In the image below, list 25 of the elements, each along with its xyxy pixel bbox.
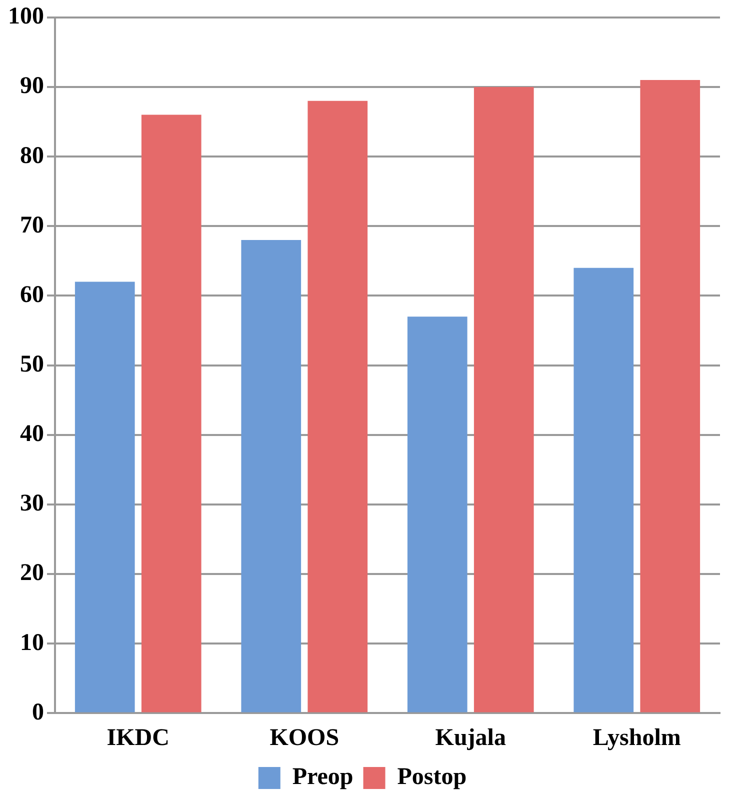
y-tick-label: 100 <box>8 4 44 30</box>
bar <box>640 80 700 712</box>
y-tick-label: 50 <box>20 352 44 378</box>
x-tick-label: Kujala <box>435 724 506 751</box>
bar <box>141 114 202 712</box>
y-tick-label: 90 <box>20 73 44 100</box>
x-tick-label: Lysholm <box>592 724 681 751</box>
bar <box>241 240 302 712</box>
y-tick-label: 40 <box>20 421 44 448</box>
bar <box>407 316 468 712</box>
bar <box>574 268 634 712</box>
y-tick-label: 70 <box>20 212 44 238</box>
legend-label: Postop <box>397 764 467 790</box>
bar <box>308 100 368 712</box>
x-tick-label: IKDC <box>106 724 170 751</box>
legend-label: Preop <box>292 764 354 790</box>
y-tick-label: 0 <box>32 699 44 726</box>
y-tick-label: 60 <box>20 282 44 308</box>
bar <box>474 86 534 712</box>
y-tick-label: 30 <box>20 490 44 517</box>
x-tick-label: KOOS <box>270 724 340 751</box>
y-tick-label: 10 <box>20 630 44 656</box>
y-tick-label: 80 <box>20 142 44 169</box>
bar <box>74 282 135 712</box>
y-tick-label: 20 <box>20 560 44 586</box>
